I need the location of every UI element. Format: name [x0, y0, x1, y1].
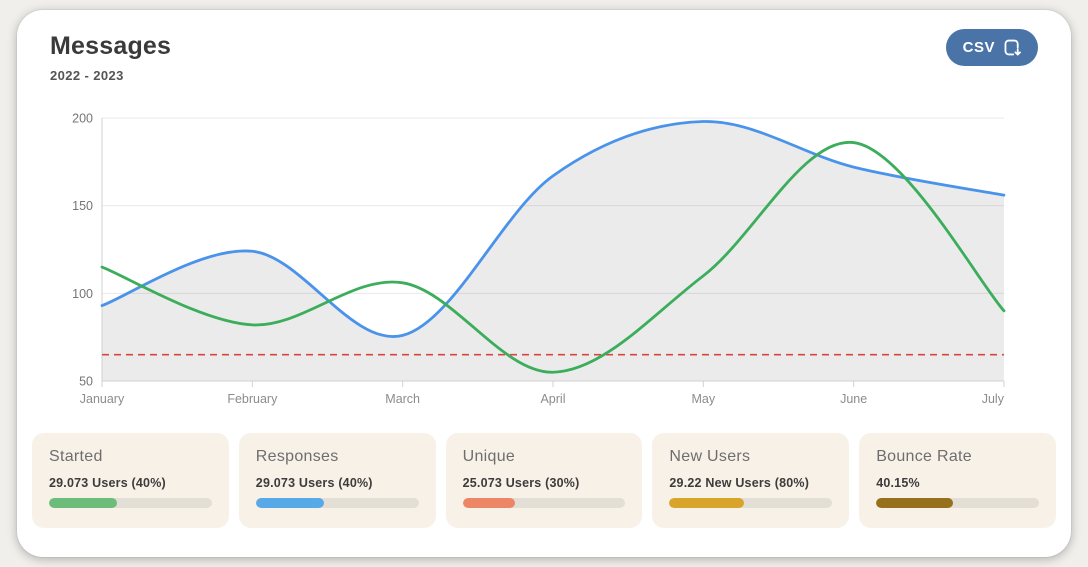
stat-card-title: Unique — [462, 448, 516, 465]
progress-track — [462, 498, 626, 508]
progress-track — [876, 498, 1039, 508]
svg-text:50: 50 — [79, 375, 93, 389]
stat-card-value: 25.073 Users (30%) — [462, 476, 580, 490]
stat-card-value: 29.22 New Users (80%) — [669, 476, 810, 490]
svg-text:January: January — [80, 392, 125, 406]
chart-canvas[interactable]: 50 100 150 200 January February March April May J… — [17, 105, 1071, 425]
stat-card-new-users: New Users 29.22 New Users (80%) — [652, 433, 850, 528]
csv-button-label: CSV — [962, 39, 995, 56]
progress-fill — [669, 498, 745, 508]
stat-card-unique: Unique 25.073 Users (30%) — [445, 433, 643, 528]
stat-card-responses: Responses 29.073 Users (40%) — [238, 433, 436, 528]
svg-text:June: June — [840, 392, 867, 406]
svg-text:200: 200 — [72, 112, 93, 126]
csv-export-button[interactable]: CSV — [945, 29, 1038, 66]
stat-card-value: 40.15% — [876, 476, 920, 490]
svg-text:May: May — [692, 392, 716, 406]
progress-track — [669, 498, 833, 508]
svg-text:February: February — [227, 392, 278, 406]
progress-fill — [876, 498, 953, 508]
download-icon — [1003, 37, 1021, 58]
stat-card-bounce-rate: Bounce Rate 40.15% — [859, 433, 1056, 528]
progress-fill — [255, 498, 325, 508]
messages-panel: Messages 2022 - 2023 CSV 50 100 150 200 Janu… — [17, 10, 1071, 557]
svg-text:150: 150 — [72, 199, 93, 213]
stat-card-title: Bounce Rate — [876, 448, 972, 465]
svg-text:April: April — [540, 392, 565, 406]
progress-fill — [49, 498, 118, 508]
svg-text:July: July — [982, 392, 1005, 406]
stat-card-title: Responses — [255, 448, 339, 465]
stat-card-started: Started 29.073 Users (40%) — [32, 433, 229, 528]
svg-text:100: 100 — [72, 287, 93, 301]
header: Messages 2022 - 2023 — [50, 32, 171, 83]
svg-text:March: March — [385, 392, 420, 406]
stat-card-value: 29.073 Users (40%) — [49, 476, 166, 490]
page-subtitle: 2022 - 2023 — [50, 68, 124, 83]
stat-cards-row: Started 29.073 Users (40%) Responses 29.… — [32, 433, 1056, 528]
progress-track — [255, 498, 419, 508]
page-title: Messages — [50, 32, 172, 60]
progress-track — [49, 498, 212, 508]
stat-card-title: New Users — [669, 448, 751, 465]
progress-fill — [462, 498, 515, 508]
stat-card-title: Started — [49, 448, 103, 465]
stat-card-value: 29.073 Users (40%) — [255, 476, 373, 490]
